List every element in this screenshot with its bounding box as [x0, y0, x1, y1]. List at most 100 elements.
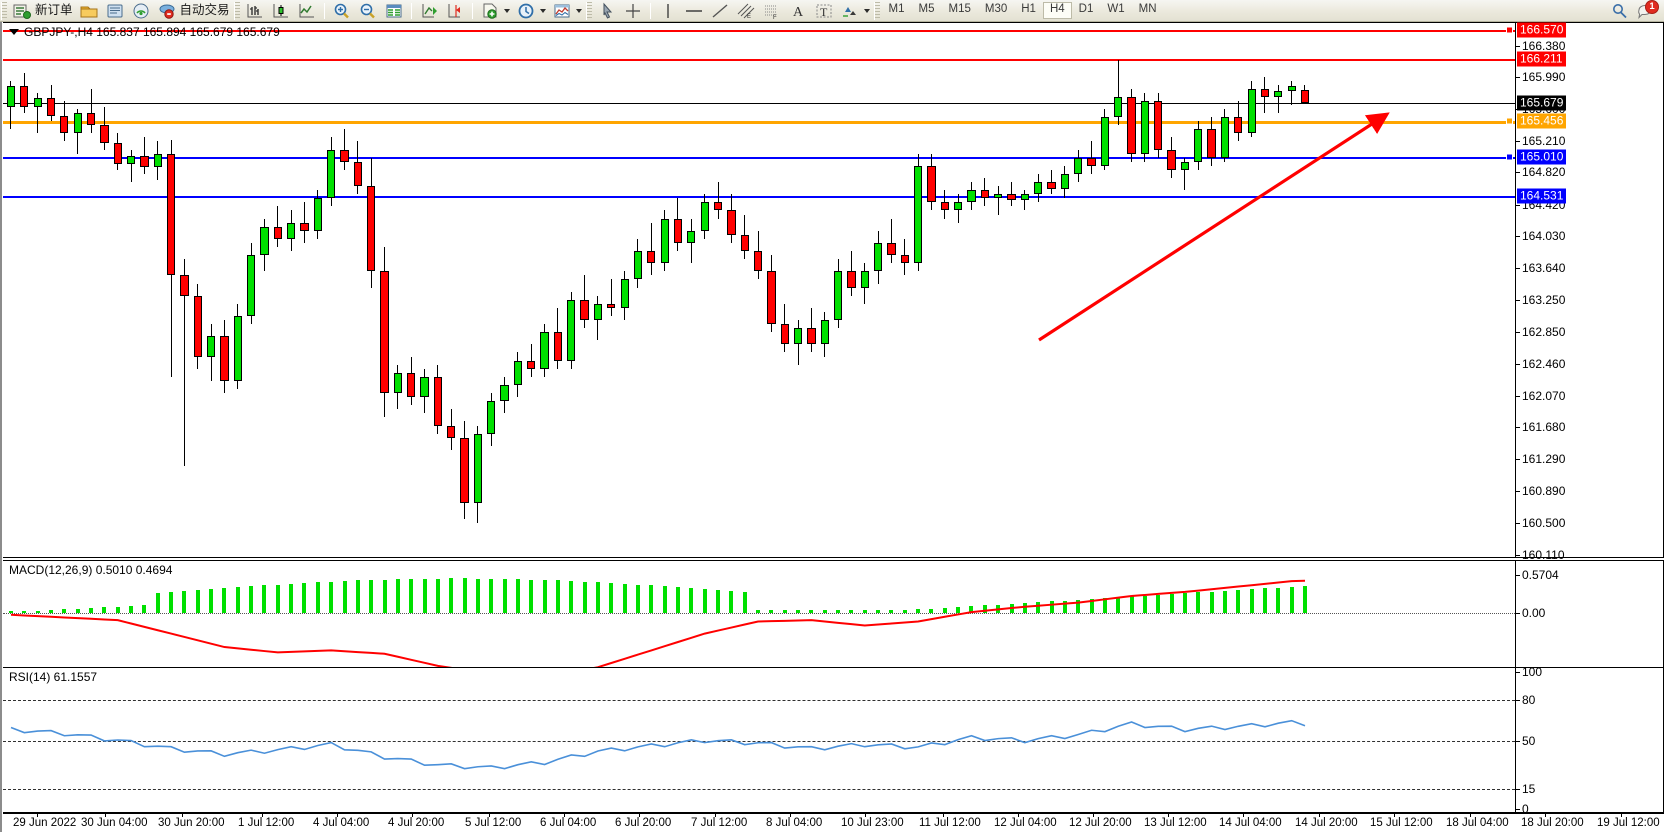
terminal-button[interactable]: [102, 1, 128, 21]
bar-chart-button[interactable]: [242, 1, 268, 21]
chart-shift-button[interactable]: [442, 1, 468, 21]
toolbar-grip-4[interactable]: [873, 1, 880, 20]
equidistant-channel-button[interactable]: E: [733, 1, 759, 21]
macd-histogram-bar: [195, 590, 200, 614]
chevron-down-icon[interactable]: [539, 8, 546, 13]
search-icon[interactable]: [1610, 2, 1630, 20]
alert-button[interactable]: 1: [1636, 0, 1659, 20]
macd-histogram-bar: [809, 610, 814, 614]
price-plot[interactable]: [3, 23, 1515, 557]
axis-tick: [1516, 299, 1520, 301]
price-level-line[interactable]: [3, 102, 1515, 104]
toolbar-grip-2[interactable]: [233, 1, 240, 20]
candle: [700, 23, 709, 557]
indicators-button[interactable]: [549, 1, 585, 21]
axis-tick: [1516, 45, 1520, 47]
macd-histogram-bar: [1303, 586, 1307, 614]
time-axis-label: 5 Jul 12:00: [465, 817, 522, 829]
chevron-down-icon[interactable]: [9, 29, 19, 35]
price-level-chip[interactable]: 165.010: [1517, 149, 1567, 165]
arrows-button[interactable]: [837, 1, 873, 21]
price-level-handle[interactable]: [1506, 153, 1513, 161]
new-order-button[interactable]: 新订单: [9, 1, 76, 21]
rsi-axis[interactable]: 100 80 50 15 0: [1515, 666, 1663, 815]
zoom-in-button[interactable]: [329, 1, 355, 21]
timeframe-w1[interactable]: W1: [1107, 3, 1125, 16]
toolbar-grip-1[interactable]: [1, 1, 7, 20]
price-level-chip[interactable]: 165.456: [1517, 113, 1567, 129]
expert-advisor-button[interactable]: 自动交易: [154, 1, 233, 21]
folder-button[interactable]: [76, 1, 102, 21]
toolbar-grip-3[interactable]: [585, 1, 592, 20]
price-pane[interactable]: 166.380165.990165.600165.210164.820164.4…: [3, 22, 1664, 561]
crosshair-button[interactable]: [620, 1, 646, 21]
chevron-down-icon[interactable]: [575, 8, 582, 13]
price-axis[interactable]: 166.380165.990165.600165.210164.820164.4…: [1515, 22, 1663, 561]
axis-tick: [1516, 788, 1520, 790]
fibonacci-button[interactable]: F: [759, 1, 785, 21]
trend-arrow-line[interactable]: [1038, 112, 1390, 342]
rsi-pane[interactable]: 100 80 50 15 0 RSI(14) 61.1557: [3, 666, 1664, 815]
candle: [994, 23, 1003, 557]
autoscroll-button[interactable]: [416, 1, 442, 21]
line-chart-button[interactable]: [294, 1, 320, 21]
price-level-chip[interactable]: 165.679: [1517, 95, 1567, 111]
candle: [220, 23, 229, 557]
candle-body: [233, 315, 242, 381]
timeframe-m30[interactable]: M30: [984, 3, 1008, 16]
time-axis[interactable]: 29 Jun 2022 30 Jun 04:00 30 Jun 20:00 1 Jul…: [3, 813, 1664, 832]
price-level-handle[interactable]: [1506, 117, 1513, 125]
price-axis-label: 160.110: [1522, 547, 1565, 562]
macd-plot[interactable]: [3, 561, 1515, 684]
text-label-button[interactable]: A: [785, 1, 811, 21]
vline-button[interactable]: [655, 1, 681, 21]
timeframe-m5[interactable]: M5: [918, 3, 935, 16]
price-level-line[interactable]: [3, 156, 1515, 159]
timeframe-d1[interactable]: D1: [1078, 3, 1094, 16]
cursor-button[interactable]: [594, 1, 620, 21]
hline-button[interactable]: [681, 1, 707, 21]
data-window-button[interactable]: [381, 1, 407, 21]
price-level-line[interactable]: [3, 120, 1515, 124]
price-level-chip[interactable]: 164.531: [1517, 188, 1567, 204]
candle-wick: [1291, 80, 1293, 105]
timeframe-h4[interactable]: H4: [1042, 2, 1072, 19]
price-level-chip[interactable]: 166.570: [1517, 22, 1567, 38]
template-button[interactable]: [477, 1, 513, 21]
candle-wick: [37, 92, 39, 134]
price-level-chip[interactable]: 166.211: [1517, 51, 1566, 67]
price-level-line[interactable]: [3, 195, 1515, 198]
candle: [473, 23, 483, 557]
zoom-out-button[interactable]: [355, 1, 381, 21]
navigator-button[interactable]: [128, 1, 154, 21]
trendline-button[interactable]: [707, 1, 733, 21]
timeframe-m15[interactable]: M15: [948, 3, 971, 16]
candlestick-button[interactable]: [268, 1, 294, 21]
price-level-handle[interactable]: [1506, 26, 1513, 34]
candle-body: [647, 251, 656, 264]
macd-histogram-bar: [849, 610, 854, 614]
timeframe-m1[interactable]: M1: [888, 3, 905, 16]
macd-histogram-bar: [756, 610, 761, 614]
candle-body: [33, 97, 42, 108]
rsi-plot[interactable]: [3, 668, 1515, 812]
timeframe-mn[interactable]: MN: [1138, 3, 1157, 16]
price-level-line[interactable]: [3, 30, 1515, 33]
price-axis-label: 162.070: [1522, 388, 1566, 403]
chevron-down-icon[interactable]: [863, 8, 870, 13]
candle: [900, 23, 909, 557]
candle: [713, 23, 723, 557]
period-button[interactable]: [513, 1, 549, 21]
timeframe-h1[interactable]: H1: [1021, 3, 1036, 16]
text-box-button[interactable]: T: [811, 1, 837, 21]
chart-area[interactable]: 166.380165.990165.600165.210164.820164.4…: [0, 22, 1664, 832]
chevron-down-icon[interactable]: [503, 8, 510, 13]
axis-tick: [37, 814, 38, 817]
price-level-line[interactable]: [3, 59, 1515, 62]
axis-tick: [105, 814, 106, 817]
trend-arrow-annotation[interactable]: [3, 23, 1515, 557]
symbol-header[interactable]: GBPJPY-,H4 165.837 165.894 165.679 165.6…: [9, 25, 280, 39]
toolbar-divider-2: [410, 2, 412, 19]
candle-body: [60, 115, 69, 134]
